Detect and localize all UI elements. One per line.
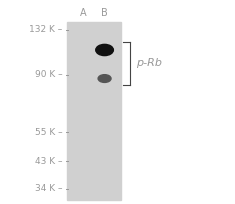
Text: 34 K –: 34 K – [35, 184, 62, 193]
Text: B: B [101, 8, 108, 18]
Text: 90 K –: 90 K – [35, 70, 62, 79]
Text: A: A [80, 8, 87, 18]
Text: 132 K –: 132 K – [29, 25, 62, 34]
Text: 43 K –: 43 K – [35, 157, 62, 166]
Ellipse shape [96, 44, 114, 56]
Text: p-Rb: p-Rb [136, 58, 162, 68]
Bar [67, 22, 121, 200]
Text: 55 K –: 55 K – [35, 128, 62, 137]
Ellipse shape [98, 75, 111, 82]
